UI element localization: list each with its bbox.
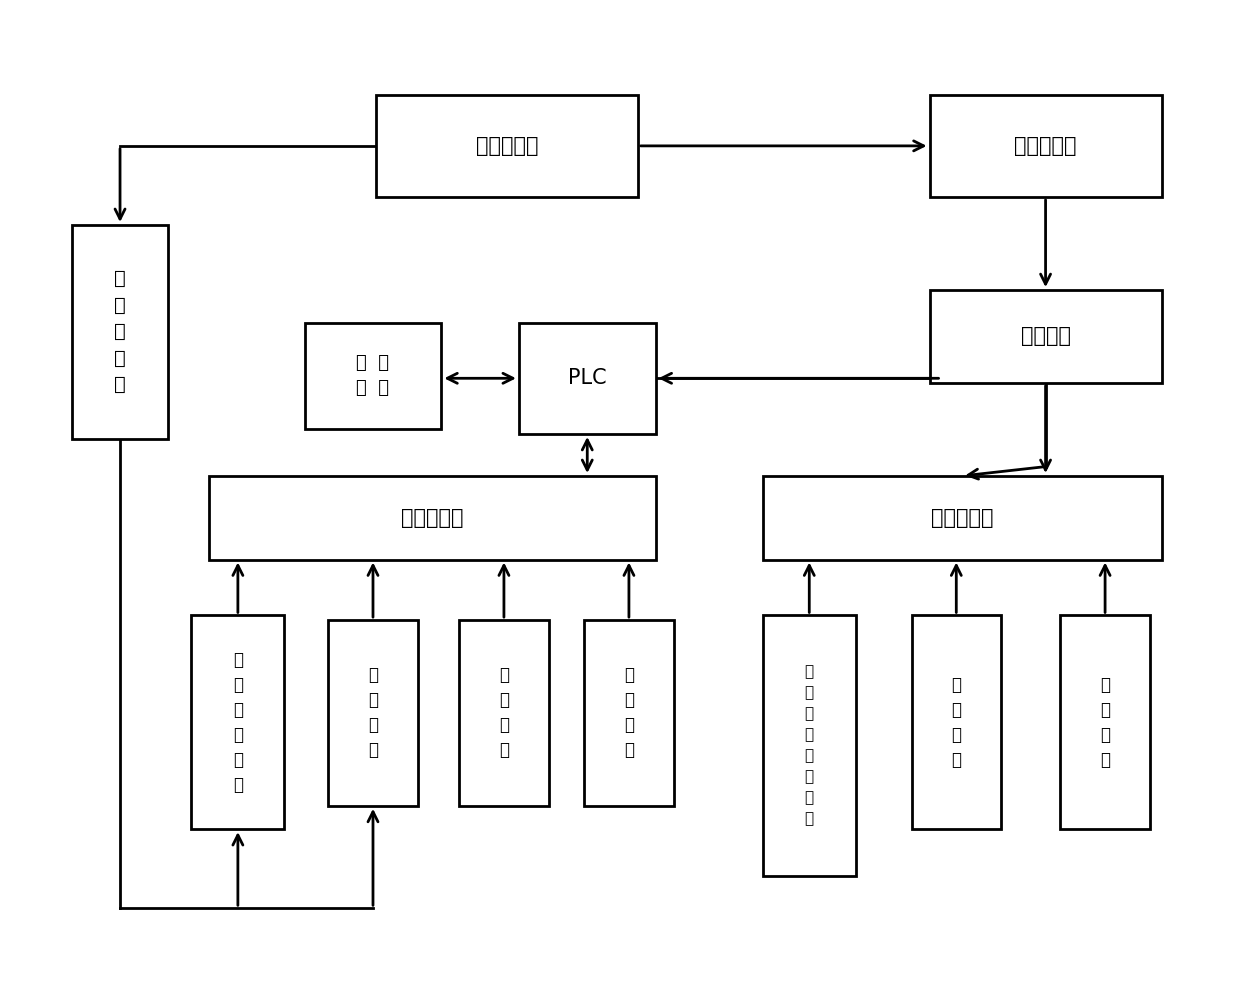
Text: 数字量输入: 数字量输入 xyxy=(931,507,993,528)
Bar xyxy=(329,620,418,806)
Text: 高
压
绝
缘
检
测: 高 压 绝 缘 检 测 xyxy=(233,651,243,794)
Text: 控制继电器: 控制继电器 xyxy=(1014,135,1076,156)
Text: 高
压
继
电
器: 高 压 继 电 器 xyxy=(114,269,126,395)
Bar xyxy=(1060,615,1149,829)
Text: PLC: PLC xyxy=(568,368,606,389)
Bar xyxy=(72,225,167,439)
Bar xyxy=(911,615,1001,829)
Bar xyxy=(376,95,637,197)
Bar xyxy=(459,620,548,806)
Text: 主接触器: 主接触器 xyxy=(1021,326,1070,346)
Bar xyxy=(210,476,656,560)
Text: 隔
离
开
关
状
态
信
号: 隔 离 开 关 状 态 信 号 xyxy=(805,665,813,827)
Bar xyxy=(763,476,1162,560)
Text: 先
导
信
号: 先 导 信 号 xyxy=(1100,675,1110,768)
Text: 电
流
检
测: 电 流 检 测 xyxy=(368,667,378,760)
Text: 电
压
检
测: 电 压 检 测 xyxy=(624,667,634,760)
Bar xyxy=(763,615,856,875)
Text: 模拟量输入: 模拟量输入 xyxy=(402,507,464,528)
Bar xyxy=(191,615,284,829)
Text: 远
控
信
号: 远 控 信 号 xyxy=(951,675,961,768)
Text: 监  控
单  元: 监 控 单 元 xyxy=(356,354,389,398)
Bar xyxy=(584,620,673,806)
Bar xyxy=(930,290,1162,383)
Text: 漏
电
检
测: 漏 电 检 测 xyxy=(498,667,508,760)
Bar xyxy=(305,322,441,429)
Text: 数字量输出: 数字量输出 xyxy=(476,135,538,156)
Bar xyxy=(930,95,1162,197)
Bar xyxy=(518,322,656,434)
